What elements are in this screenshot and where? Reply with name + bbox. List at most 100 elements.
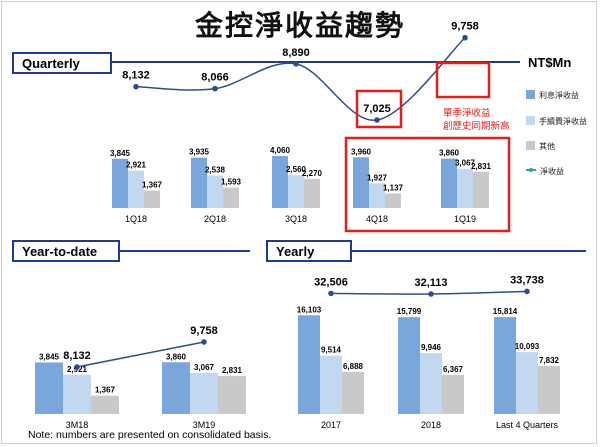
yearly-net-point-2018	[428, 291, 434, 297]
quarterly-bar-1q19-s2	[473, 171, 489, 208]
quarterly-net-point-4q18	[374, 117, 380, 123]
quarterly-net-label-1q18: 8,132	[122, 70, 150, 82]
legend-interest: 利息淨收益	[526, 90, 579, 101]
unit-label: NT$Mn	[528, 55, 572, 70]
quarterly-bar-4q18-s1	[369, 183, 385, 208]
quarterly-bar-label-1q19-s2: 2,831	[471, 162, 492, 171]
yearly-bar-label-last-4-quarters-s0: 15,814	[493, 307, 518, 316]
quarterly-bar-3q18-s1	[288, 175, 304, 208]
yearly-net-point-last-4-quarters	[524, 288, 530, 295]
quarterly-bar-1q18-s2	[144, 190, 160, 208]
quarterly-net-point-3q18	[293, 61, 299, 67]
quarterly-tick-4q18: 4Q18	[366, 214, 388, 224]
quarterly-net-label-4q18: 7,025	[363, 103, 391, 115]
highlight-box-1q19-net	[435, 61, 491, 99]
quarterly-bar-label-4q18-s0: 3,960	[351, 147, 372, 156]
quarterly-net-label-3q18: 8,890	[282, 47, 310, 59]
quarterly-tick-1q19: 1Q19	[454, 214, 476, 224]
quarterly-bar-label-3q18-s2: 2,270	[302, 169, 323, 178]
footnote: Note: numbers are presented on consolida…	[28, 429, 272, 441]
legend-net-label: 淨收益	[540, 167, 564, 176]
page-title: 金控淨收益趨勢	[194, 9, 405, 42]
yearly-section-label: Yearly	[266, 240, 352, 262]
yearly-bar-2017-s1	[320, 355, 342, 414]
quarterly-bar-2q18-s1	[207, 175, 223, 208]
legend-fee-label: 手續費淨收益	[539, 117, 587, 126]
quarterly-bar-label-1q18-s0: 3,845	[110, 149, 131, 158]
quarterly-section-rule	[12, 61, 520, 63]
quarterly-bar-4q18-s2	[385, 193, 401, 208]
ytd-bar-3m19-s1	[190, 372, 218, 414]
quarterly-bar-label-2q18-s2: 1,593	[221, 178, 242, 187]
ytd-bar-label-3m18-s0: 3,845	[39, 352, 60, 361]
yearly-bar-2017-s0	[298, 315, 320, 414]
yearly-net-label-2017: 32,506	[314, 276, 348, 288]
yearly-bar-label-2018-s1: 9,946	[421, 343, 442, 352]
quarterly-bar-label-3q18-s1: 2,560	[286, 165, 307, 174]
yearly-tick-last-4-quarters: Last 4 Quarters	[496, 420, 559, 430]
legend-other-label: 其他	[539, 142, 555, 151]
yearly-tick-2017: 2017	[321, 420, 341, 430]
yearly-bar-label-2017-s1: 9,514	[321, 346, 342, 355]
yearly-bar-label-2017-s0: 16,103	[297, 305, 322, 314]
quarterly-net-label-2q18: 8,066	[201, 72, 229, 84]
quarterly-bar-2q18-s2	[223, 187, 239, 208]
ytd-tick-3m19: 3M19	[193, 420, 216, 430]
quarterly-bar-3q18-s2	[304, 178, 320, 208]
quarterly-bar-label-3q18-s0: 4,060	[270, 146, 291, 155]
yearly-bar-label-last-4-quarters-s2: 7,832	[539, 356, 560, 365]
ytd-bar-label-3m18-s2: 1,367	[95, 386, 116, 395]
yearly-section-rule	[266, 250, 586, 252]
quarterly-bar-label-1q19-s0: 3,860	[439, 149, 460, 158]
quarterly-bar-label-4q18-s2: 1,137	[383, 183, 404, 192]
yearly-bar-last-4-quarters-s0	[494, 317, 516, 414]
ytd-net-label-3m19: 9,758	[190, 325, 218, 337]
ytd-bar-3m18-s1	[63, 374, 91, 414]
yearly-bar-2018-s2	[442, 374, 464, 414]
highlight-box-recent-quarters	[344, 136, 511, 233]
ytd-net-point-3m18	[74, 364, 80, 370]
quarterly-bar-1q18-s0	[112, 158, 128, 208]
callout-line-1: 單季淨收益	[443, 108, 491, 119]
quarterly-section-label: Quarterly	[12, 52, 112, 74]
yearly-net-label-last-4-quarters: 33,738	[510, 274, 544, 286]
yearly-bar-label-2018-s2: 6,367	[443, 365, 464, 374]
legend-interest-label: 利息淨收益	[539, 91, 579, 100]
quarterly-bar-label-2q18-s0: 3,935	[189, 148, 210, 157]
legend-net: 淨收益	[526, 166, 564, 177]
quarterly-bar-label-1q18-s1: 2,921	[126, 161, 147, 170]
quarterly-bar-2q18-s0	[191, 157, 207, 208]
quarterly-bar-label-1q18-s2: 1,367	[142, 181, 163, 190]
ytd-bar-3m18-s2	[91, 395, 119, 414]
yearly-bar-last-4-quarters-s2	[538, 365, 560, 414]
legend-fee: 手續費淨收益	[526, 116, 587, 127]
yearly-bar-label-2017-s2: 6,888	[343, 362, 364, 371]
ytd-section-rule	[12, 250, 250, 252]
record-callout: 單季淨收益 創歷史同期新高	[443, 107, 510, 133]
quarterly-bar-label-4q18-s1: 1,927	[367, 173, 388, 182]
ytd-section-label: Year-to-date	[12, 240, 120, 262]
ytd-bar-3m19-s2	[218, 376, 246, 414]
yearly-net-label-2018: 32,113	[414, 277, 447, 289]
ytd-net-point-3m19	[201, 339, 207, 345]
legend-net-line	[526, 168, 536, 172]
quarterly-bar-label-1q19-s1: 3,067	[455, 159, 476, 168]
yearly-tick-2018: 2018	[421, 420, 441, 430]
yearly-bar-label-2018-s0: 15,799	[397, 307, 422, 316]
legend-other-swatch	[526, 141, 535, 150]
ytd-net-label-3m18: 8,132	[63, 350, 91, 362]
ytd-bar-3m19-s0	[162, 362, 190, 414]
quarterly-tick-1q18: 1Q18	[125, 214, 147, 224]
quarterly-bar-4q18-s0	[353, 157, 369, 208]
quarterly-bar-1q18-s1	[128, 170, 144, 208]
quarterly-tick-2q18: 2Q18	[204, 214, 226, 224]
legend-interest-swatch	[526, 90, 535, 99]
yearly-bar-last-4-quarters-s1	[516, 352, 538, 414]
legend-fee-swatch	[526, 116, 535, 125]
quarterly-net-point-1q19	[462, 34, 468, 41]
quarterly-net-point-1q18	[133, 83, 139, 90]
quarterly-bar-label-2q18-s1: 2,538	[205, 166, 226, 175]
yearly-net-point-2017	[328, 290, 334, 297]
